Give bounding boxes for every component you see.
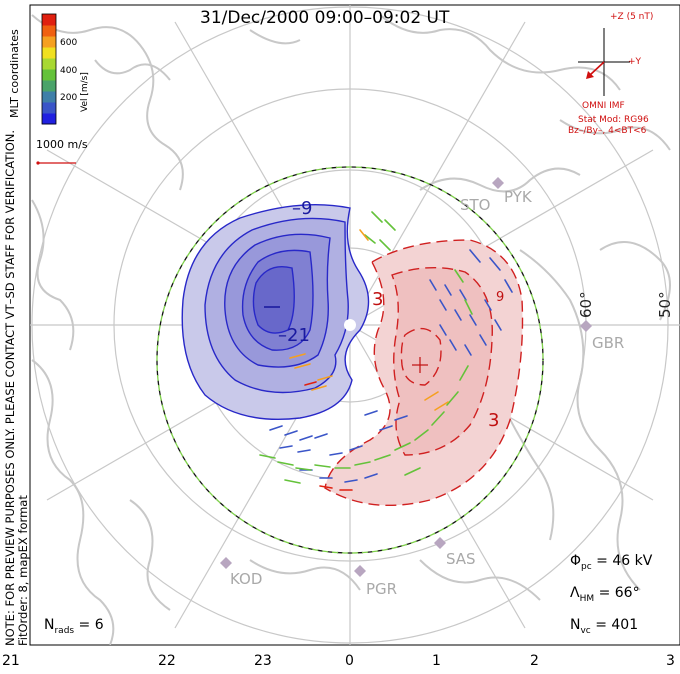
contour-label-neg-inner: –21 xyxy=(278,325,310,346)
colorbar-tick-400: 400 xyxy=(60,66,78,76)
station-sas: SAS xyxy=(446,550,476,568)
preview-note: NOTE: FOR PREVIEW PURPOSES ONLY. PLEASE … xyxy=(3,129,17,646)
mlt-tick-21: 21 xyxy=(2,653,20,669)
colorbar-segment xyxy=(42,102,56,114)
magnetic-pole xyxy=(344,319,356,331)
colorbar-segment xyxy=(42,80,56,92)
mlt-tick-0: 0 xyxy=(345,653,354,669)
colorbar-tick-600: 600 xyxy=(60,38,78,48)
mlt-tick-1: 1 xyxy=(432,653,441,669)
colorbar-segment xyxy=(42,47,56,59)
n-vc-readout: Nvc = 401 xyxy=(570,617,639,636)
colorbar-label: Vel [m/s] xyxy=(80,72,90,112)
colorbar-frame xyxy=(41,13,57,125)
station-kod: KOD xyxy=(230,570,263,588)
contour-label-pos-right: 3 xyxy=(488,410,500,431)
coastlines xyxy=(31,14,671,645)
velocity-colorbar xyxy=(41,13,57,125)
station-pyk: PYK xyxy=(504,188,532,206)
mlt-tick-3: 3 xyxy=(666,653,675,669)
colorbar-segment xyxy=(42,69,56,81)
phi-pc-readout: Φpc = 46 kV xyxy=(570,553,653,572)
positive-cell xyxy=(324,239,524,507)
stat-model-label: Stat Mod: RG96 xyxy=(578,115,649,125)
station-pgr: PGR xyxy=(366,580,398,598)
lambda-hm-readout: ΛHM = 66° xyxy=(570,585,640,604)
station-sto: STO xyxy=(460,196,491,214)
contour-label-pos-outer: 3 xyxy=(372,289,384,310)
hm-boundary-green xyxy=(156,166,544,554)
mlt-tick-2: 2 xyxy=(530,653,539,669)
fit-order-note: FitOrder: 8, mapEX format xyxy=(16,495,30,646)
coordinate-system-label: MLT coordinates xyxy=(8,29,21,118)
velocity-vectors xyxy=(259,211,513,491)
contour-label-pos-side: 9 xyxy=(496,290,505,305)
velocity-scale-label: 1000 m/s xyxy=(36,138,88,151)
negative-cell xyxy=(181,203,370,421)
n-rads-readout: Nrads = 6 xyxy=(44,617,104,636)
colorbar-segment xyxy=(42,25,56,37)
colorbar-segment xyxy=(42,91,56,103)
latitude-label-60: 60° xyxy=(577,291,595,318)
imf-dial xyxy=(578,28,630,96)
imf-source-label: OMNI IMF xyxy=(582,101,625,111)
map-title: 31/Dec/2000 09:00–09:02 UT xyxy=(200,8,450,28)
mlt-tick-22: 22 xyxy=(158,653,176,669)
colorbar-segment xyxy=(42,58,56,70)
colorbar-tick-200: 200 xyxy=(60,93,78,103)
colorbar-segment xyxy=(42,36,56,48)
colorbar-segment xyxy=(42,14,56,26)
stat-model-conditions: Bz–/By–, 4<BT<6 xyxy=(568,126,647,136)
station-markers xyxy=(220,177,592,577)
imf-bz-label: +Z (5 nT) xyxy=(610,12,654,22)
station-gbr: GBR xyxy=(592,334,625,352)
contour-label-neg-outer: –9 xyxy=(292,198,313,219)
latitude-label-50: 50° xyxy=(656,291,674,318)
velocity-scale-bar xyxy=(36,161,76,165)
mlt-tick-23: 23 xyxy=(254,653,272,669)
colorbar-segment xyxy=(42,113,56,125)
imf-by-label: +Y xyxy=(628,57,642,67)
